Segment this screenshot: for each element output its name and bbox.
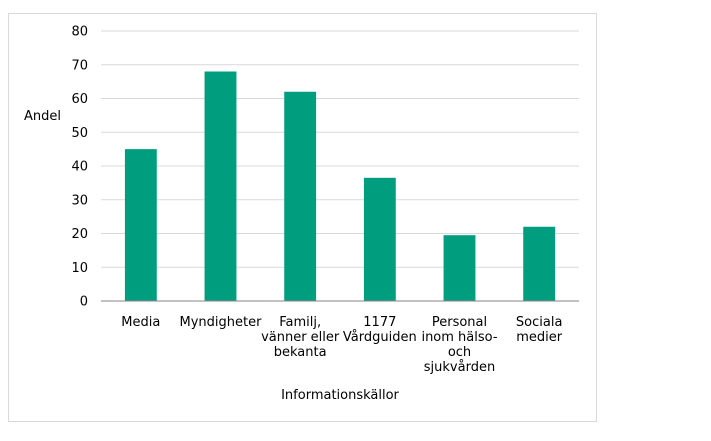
y-tick-labels: 0 10 20 30 40 50 60 70 80 (71, 25, 88, 310)
x-axis-label: Informationskällor (281, 388, 399, 403)
x-tick-label-line: vänner eller (261, 330, 340, 345)
bar (204, 71, 237, 301)
x-tick-label-line: sjukvården (424, 360, 495, 375)
x-tick-label-line: Myndigheter (180, 315, 263, 330)
x-tick-label-line: 1177 (363, 315, 396, 330)
x-tick-label-line: Personal (432, 315, 487, 330)
x-tick-label-line: inom hälso- (421, 330, 497, 345)
y-tick-label: 70 (71, 58, 88, 73)
x-tick-label: 1177 Vårdguiden (343, 315, 417, 345)
y-tick-label: 0 (80, 295, 88, 310)
y-axis-label: Andel (24, 109, 61, 124)
x-tick-label-line: och (448, 345, 471, 360)
bar (523, 226, 556, 301)
y-tick-label: 80 (71, 25, 88, 40)
x-tick-label: Sociala medier (516, 315, 563, 345)
y-tick-label: 30 (71, 193, 88, 208)
y-tick-label: 60 (71, 92, 88, 107)
y-tick-label: 20 (71, 227, 88, 242)
bar (363, 177, 396, 301)
x-tick-label-line: medier (516, 330, 563, 345)
bar (443, 235, 476, 301)
x-tick-label-line: bekanta (274, 345, 327, 360)
y-tick-label: 40 (71, 160, 88, 175)
x-tick-label-line: Vårdguiden (343, 330, 417, 345)
x-tick-label: Personal inom hälso-och sjukvården (421, 315, 497, 375)
bar (284, 91, 317, 301)
chart-frame (8, 13, 597, 422)
x-tick-label-line: Sociala (516, 315, 563, 330)
x-tick-label: Media (121, 315, 160, 330)
y-tick-label: 10 (71, 261, 88, 276)
x-tick-label-line: Familj, (279, 315, 321, 330)
bar (124, 149, 157, 301)
y-tick-label: 50 (71, 126, 88, 141)
x-tick-label: Familj, vänner eller bekanta (261, 315, 340, 360)
bars (124, 71, 556, 301)
x-tick-label: Myndigheter (180, 315, 263, 330)
x-tick-labels: Media Myndigheter Familj, vänner eller bekan… (121, 315, 562, 375)
gridlines (101, 30, 579, 268)
x-tick-label-line: Media (121, 315, 160, 330)
